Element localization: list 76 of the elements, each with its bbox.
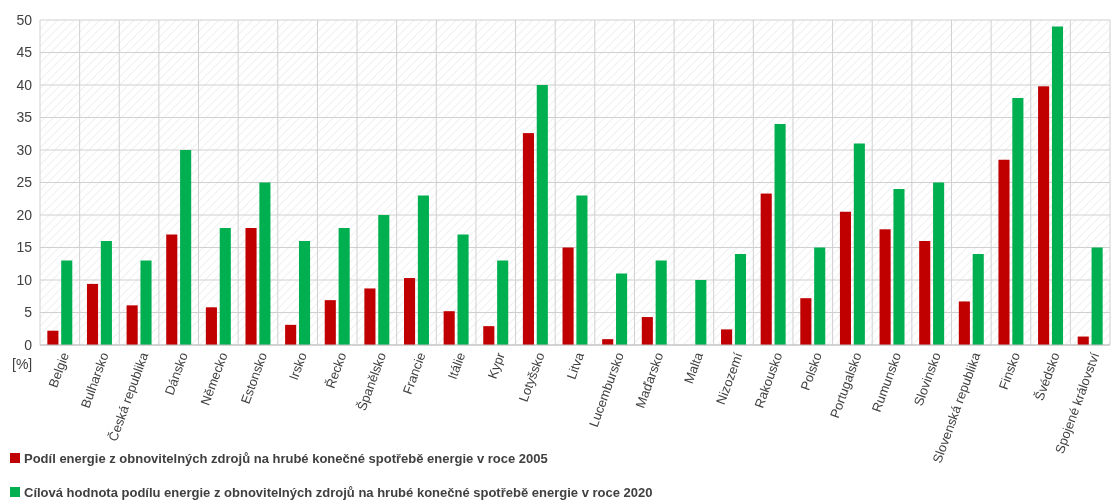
bar: [86, 283, 99, 345]
bar: [1091, 247, 1103, 345]
bar: [839, 211, 852, 345]
bar: [1051, 26, 1064, 345]
bar: [100, 241, 112, 345]
bar: [180, 150, 192, 345]
y-tick-label: 45: [16, 44, 33, 61]
bar: [893, 189, 905, 345]
bar: [721, 329, 733, 345]
y-tick-label: 0: [24, 336, 33, 353]
bar: [483, 326, 495, 345]
bar: [457, 234, 469, 345]
bar: [166, 234, 178, 345]
bar: [853, 143, 865, 345]
legend-label: Cílová hodnota podílu energie z obnovitelných zdrojů na hrubé konečné spotřebě energie v roce 2020: [24, 484, 653, 500]
y-tick-label: 25: [16, 174, 33, 191]
bar: [655, 260, 667, 345]
bar: [126, 305, 138, 345]
bar: [338, 228, 350, 345]
x-tick-label: Řecko: [322, 350, 350, 391]
bar: [1012, 98, 1024, 345]
bar: [814, 247, 826, 345]
x-tick-label: Francie: [399, 350, 429, 397]
bar: [298, 241, 311, 345]
y-tick-label: 30: [16, 141, 33, 158]
bar: [443, 311, 455, 345]
bar: [497, 260, 509, 345]
bar: [404, 278, 416, 345]
bar: [641, 317, 653, 345]
y-tick-label: 40: [16, 76, 33, 93]
y-tick-label: 20: [16, 206, 33, 223]
x-tick-label: Dánsko: [161, 350, 191, 397]
bar: [774, 124, 786, 345]
x-tick-label: Kypr: [484, 349, 509, 381]
bar: [61, 260, 73, 345]
bar: [958, 301, 970, 345]
bar: [536, 85, 548, 345]
bar: [47, 330, 59, 345]
y-axis-title: [%]: [12, 356, 33, 372]
bar: [972, 254, 984, 345]
bar: [259, 182, 271, 345]
bar: [616, 273, 628, 345]
x-tick-label: Finsko: [995, 350, 1024, 392]
bar: [760, 193, 772, 345]
bar: [734, 254, 746, 345]
bar: [324, 300, 336, 345]
y-tick-label: 10: [16, 271, 33, 288]
x-tick-label: Irsko: [285, 350, 310, 383]
bar: [933, 182, 945, 345]
bar: [695, 280, 707, 345]
y-tick-label: 50: [16, 11, 33, 28]
bar: [205, 307, 217, 345]
bar: [285, 324, 297, 345]
bar: [522, 133, 534, 345]
x-tick-label: Itálie: [444, 350, 469, 382]
bar: [879, 229, 891, 345]
bar: [219, 228, 231, 345]
x-tick-label: Polsko: [797, 350, 825, 393]
x-tick-label: Malta: [681, 349, 707, 386]
bar: [417, 195, 429, 345]
bar: [378, 215, 390, 345]
y-tick-label: 15: [16, 239, 33, 256]
y-tick-label: 35: [16, 109, 33, 126]
bar: [562, 247, 574, 345]
x-tick-label: Belgie: [45, 350, 72, 390]
bar: [245, 228, 257, 345]
legend-label: Podíl energie z obnovitelných zdrojů na hrubé konečné spotřebě energie v roce 2005: [24, 450, 548, 466]
bar: [919, 241, 931, 345]
bar: [576, 195, 588, 345]
x-tick-label: Litva: [563, 349, 588, 382]
bar: [800, 298, 812, 345]
bar: [140, 260, 152, 345]
bar: [998, 159, 1010, 345]
y-tick-label: 5: [24, 304, 33, 321]
bar: [1038, 86, 1050, 345]
bar: [364, 288, 376, 345]
